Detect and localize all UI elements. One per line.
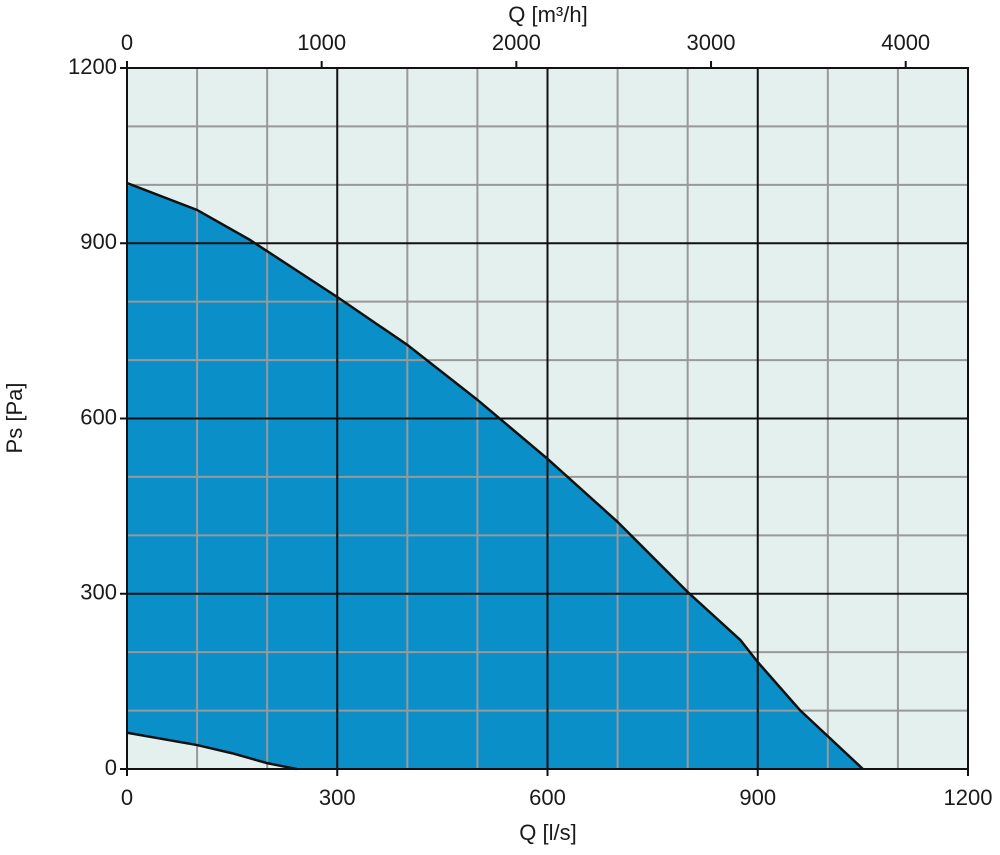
y-axis-label: Ps [Pa]: [2, 383, 27, 454]
x2-tick-label: 0: [121, 30, 133, 55]
y-tick-label: 300: [80, 580, 117, 605]
x2-tick-label: 4000: [881, 30, 930, 55]
curve-line: [126, 181, 864, 770]
y-tick-label: 600: [80, 404, 117, 429]
x-tick-label: 900: [739, 785, 776, 810]
x2-tick-label: 3000: [687, 30, 736, 55]
y-tick-label: 900: [80, 229, 117, 254]
x2-tick-label: 2000: [492, 30, 541, 55]
x-tick-label: 0: [121, 785, 133, 810]
y-tick-label: 0: [105, 755, 117, 780]
x-tick-label: 300: [319, 785, 356, 810]
plot-frame: [126, 67, 969, 770]
x-axis-label: Q [l/s]: [519, 820, 576, 845]
x2-axis-label: Q [m³/h]: [508, 2, 587, 27]
y-tick-label: 1200: [68, 54, 117, 79]
curve-line: [126, 731, 297, 771]
x2-tick-label: 1000: [297, 30, 346, 55]
x-tick-label: 600: [529, 785, 566, 810]
x-tick-label: 1200: [944, 785, 993, 810]
